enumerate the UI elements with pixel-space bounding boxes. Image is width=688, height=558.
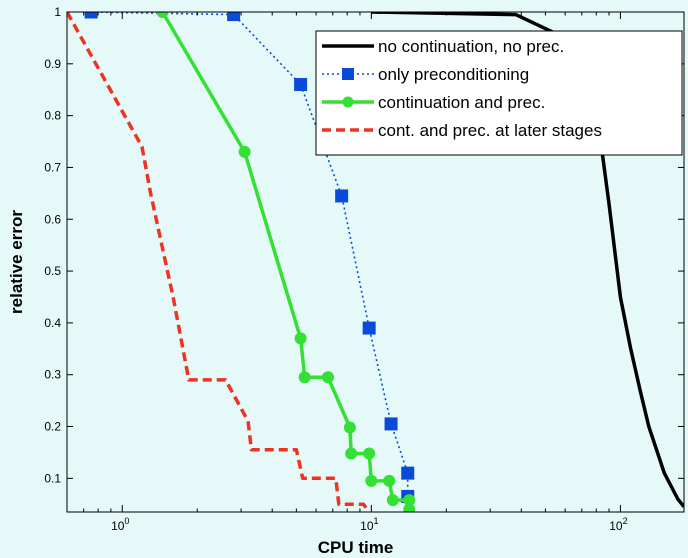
y-tick-label: 0.5 [44,264,61,278]
legend-label: no continuation, no prec. [378,37,564,56]
axis-layer: 0.1 0.2 0.3 0.4 0.5 0.6 0.7 0.8 0.9 1 100 101 102 [44,5,685,533]
data-point [238,145,251,158]
y-tick-label: 0.2 [44,420,61,434]
legend-item-2: continuation and prec. [322,93,545,112]
data-point [322,371,335,384]
legend-label: continuation and prec. [378,93,545,112]
y-tick-label: 0.4 [44,316,61,330]
data-point [403,503,416,512]
data-point [384,417,398,431]
axes-frame [66,11,685,513]
data-point [343,421,356,434]
legend-label: cont. and prec. at later stages [378,121,602,140]
legend-item-1: only preconditioning [322,65,529,84]
data-point [363,447,376,460]
series-2 [156,12,416,512]
legend-marker [342,68,354,80]
legend: no continuation, no prec. only preconditi… [315,30,683,156]
x-tick-label: 101 [360,516,378,533]
data-point [383,474,396,487]
legend-label: only preconditioning [378,65,529,84]
series-line-1 [91,12,409,497]
series-3 [67,12,369,511]
data-point [386,494,399,507]
data-point [345,447,358,460]
data-point [156,12,169,18]
data-point [294,332,307,345]
y-tick-label: 0.1 [44,471,61,485]
data-point [227,12,241,22]
data-point [401,466,415,480]
x-axis-title: CPU time [318,538,394,557]
y-tick-label: 0.9 [44,57,61,71]
data-point [362,321,376,335]
data-point [335,189,349,203]
legend-marker [342,96,354,108]
y-tick-label: 0.3 [44,368,61,382]
data-point [84,12,98,19]
y-axis-title: relative error [7,210,26,314]
data-point [294,78,308,92]
data-point [365,474,378,487]
x-tick-label: 102 [609,516,627,533]
legend-item-3: cont. and prec. at later stages [322,121,602,140]
y-tick-label: 0.8 [44,109,61,123]
legend-box [315,30,683,156]
data-point [298,371,311,384]
y-tick-label: 0.7 [44,160,61,174]
x-tick-label: 100 [111,516,129,533]
legend-item-0: no continuation, no prec. [322,37,564,56]
y-tick-label: 0.6 [44,212,61,226]
series-line-3 [67,12,369,511]
y-tick-label: 1 [54,5,61,19]
